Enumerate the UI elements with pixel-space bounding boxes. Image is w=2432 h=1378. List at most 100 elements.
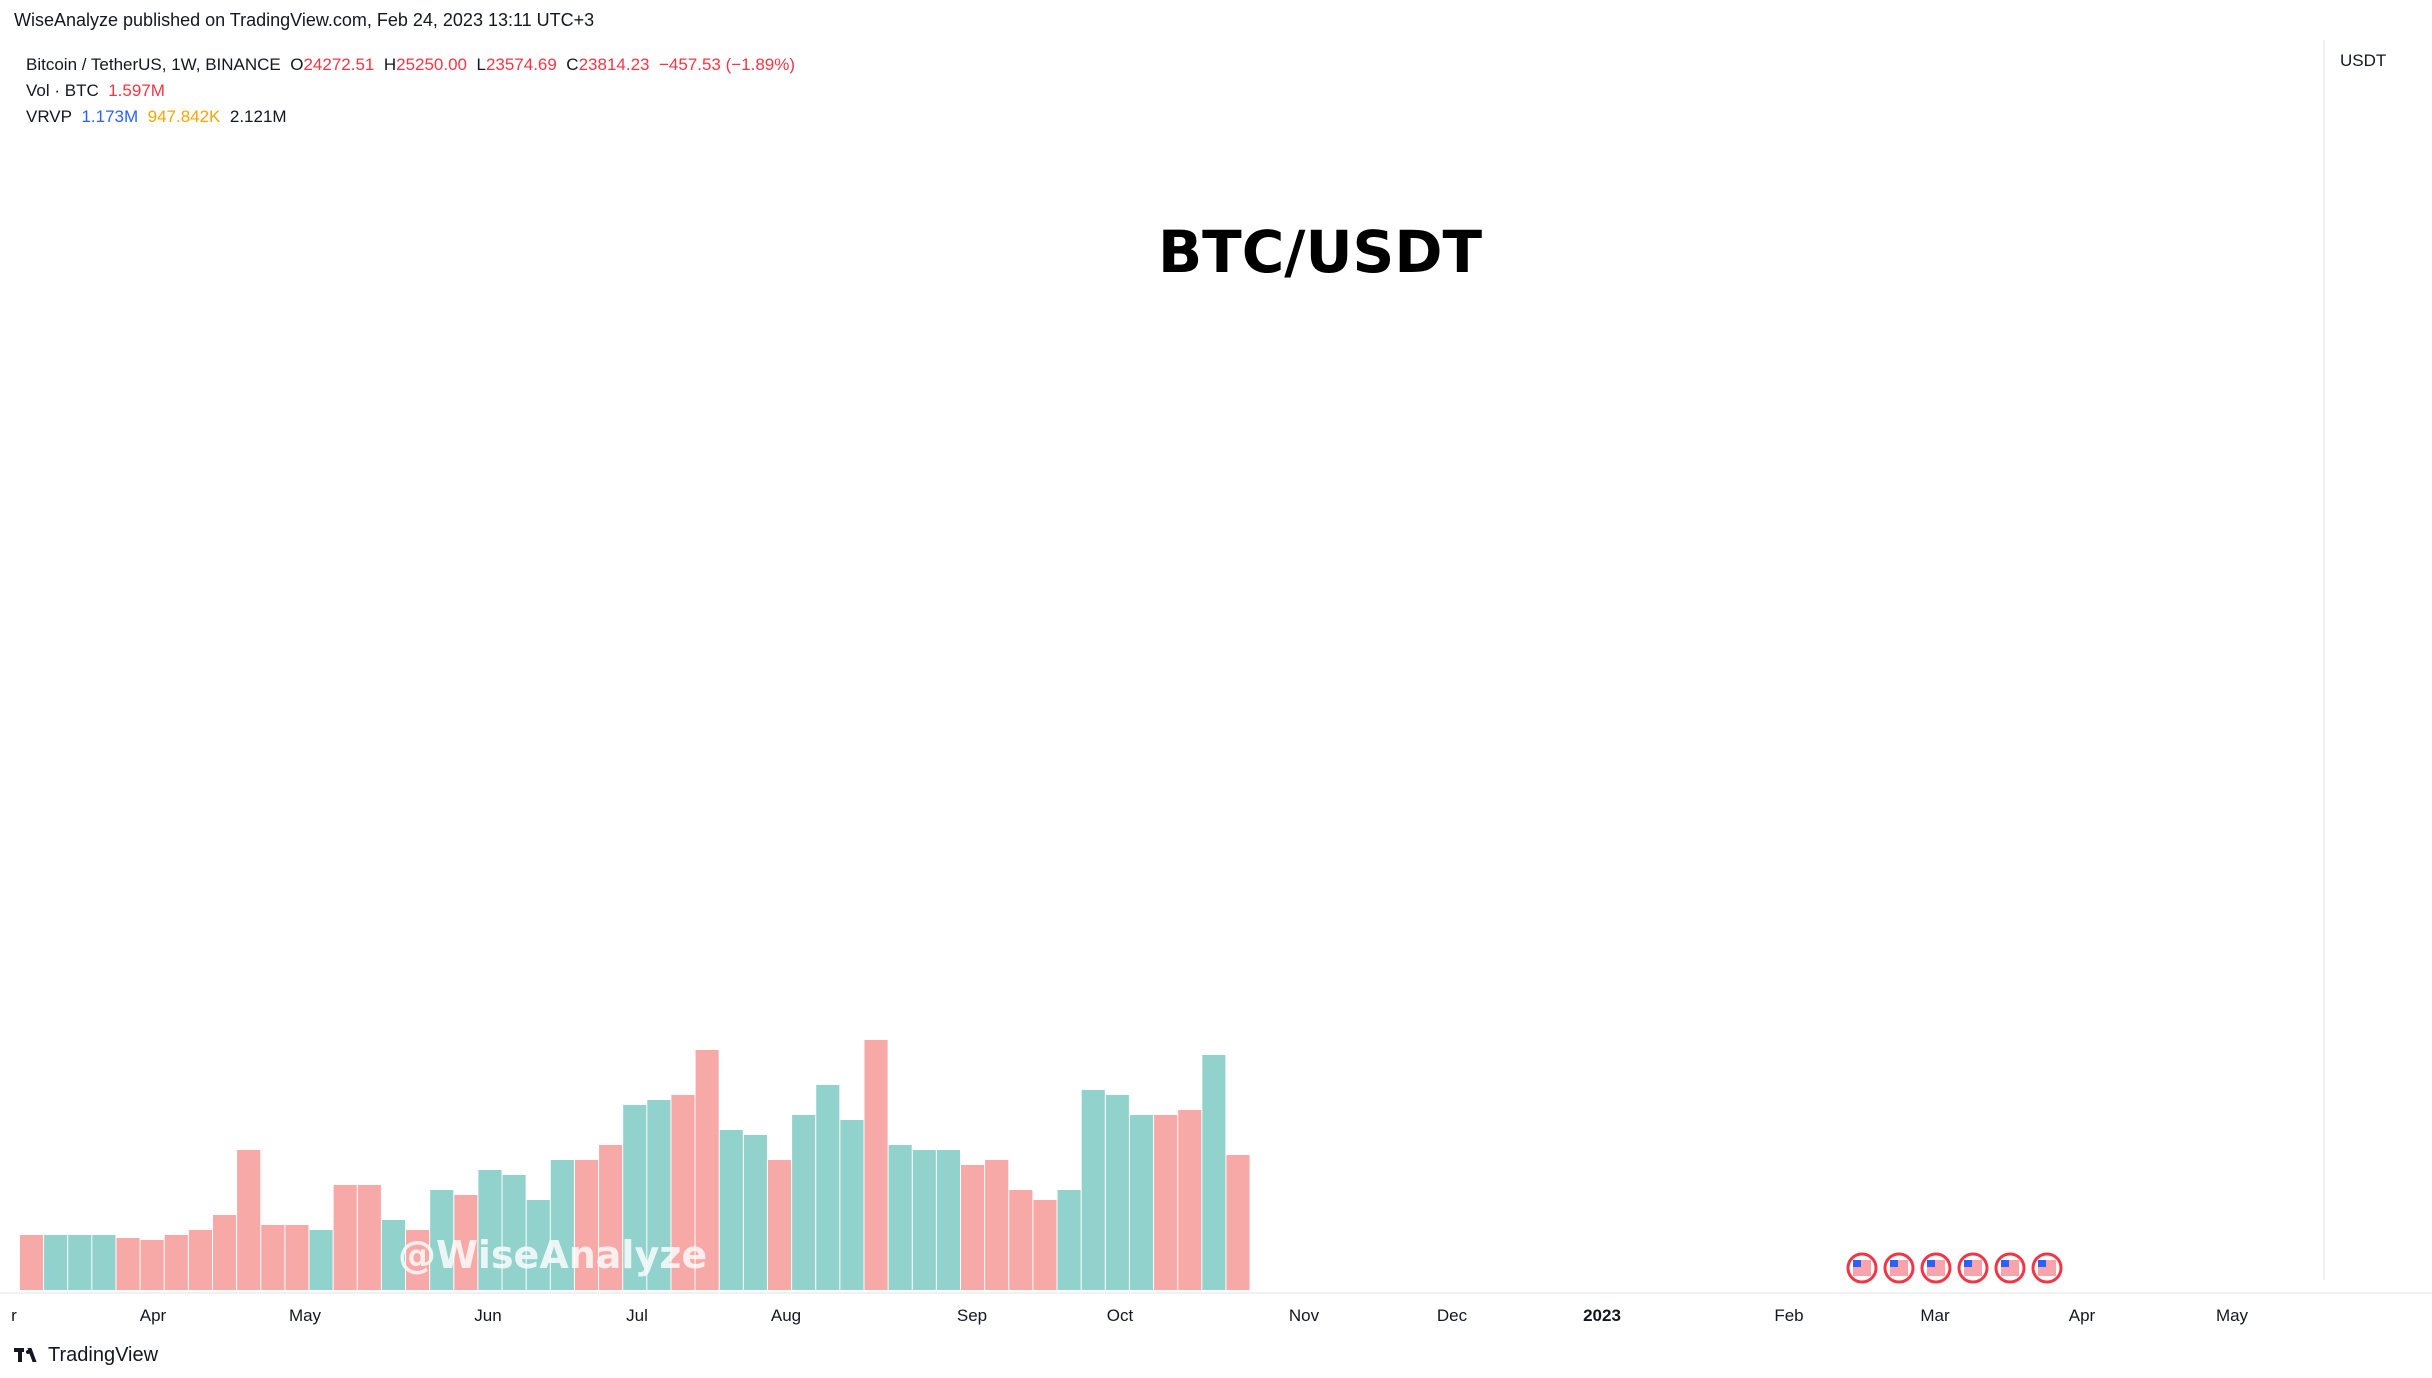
volume-bar <box>816 1085 840 1290</box>
volume-bar <box>381 1220 406 1290</box>
volume-label[interactable]: Vol · BTC <box>26 81 99 100</box>
volume-bar <box>840 1120 864 1290</box>
volume-bar <box>333 1185 357 1290</box>
footer: TradingView <box>0 1330 2432 1378</box>
publication-bar: WiseAnalyze published on TradingView.com… <box>0 0 2432 40</box>
volume-bar <box>671 1095 695 1290</box>
tradingview-logo[interactable]: TradingView <box>14 1344 158 1367</box>
event-flag-canton <box>1927 1260 1935 1267</box>
vrvp-up-value: 1.173M <box>81 107 139 126</box>
legend: Bitcoin / TetherUS, 1W, BINANCE O24272.5… <box>26 52 795 130</box>
currency-label: USDT <box>2340 51 2386 70</box>
close-label: C <box>566 55 579 74</box>
volume-bar <box>1033 1200 1057 1290</box>
volume-bar <box>1226 1155 1250 1290</box>
volume-bar <box>1009 1190 1033 1290</box>
volume-bar <box>936 1150 961 1290</box>
high-label: H <box>383 55 397 74</box>
x-tick-label: May <box>289 1306 322 1325</box>
open-value: 24272.51 <box>303 55 375 74</box>
volume-bar <box>864 1040 888 1290</box>
open-label: O <box>290 55 304 74</box>
x-tick-label: Jul <box>626 1306 648 1325</box>
volume-bar <box>1057 1190 1081 1290</box>
volume-bar <box>188 1230 212 1290</box>
price-chart[interactable]: Target zone for breakoutBullish support … <box>0 40 2432 1330</box>
vrvp-label[interactable]: VRVP <box>26 107 72 126</box>
x-tick-label: Feb <box>1774 1306 1803 1325</box>
x-tick-label: Nov <box>1289 1306 1320 1325</box>
volume-bar <box>985 1160 1009 1290</box>
x-tick-label: Sep <box>957 1306 987 1325</box>
event-flag-canton <box>1853 1260 1861 1267</box>
volume-bar <box>623 1105 647 1290</box>
volume-bar <box>599 1145 623 1290</box>
x-tick-label: Aug <box>771 1306 801 1325</box>
tradingview-brand: TradingView <box>48 1344 159 1366</box>
legend-vrvp-row: VRVP 1.173M 947.842K 2.121M <box>26 104 795 130</box>
volume-bar <box>164 1235 188 1290</box>
volume-bar <box>695 1050 719 1290</box>
volume-bar <box>1081 1090 1105 1290</box>
low-value: 23574.69 <box>485 55 557 74</box>
volume-bar <box>44 1235 68 1290</box>
tradingview-logo-icon <box>14 1347 45 1364</box>
volume-bar <box>478 1170 502 1290</box>
time-axis[interactable]: r Apr May Jun Jul Aug Sep Oct Nov Dec 2023 Feb Mar Ap… <box>0 1292 2432 1325</box>
event-flag-canton <box>1890 1260 1898 1267</box>
volume-bar <box>719 1130 743 1290</box>
volume-bar <box>550 1160 574 1290</box>
x-tick-label: Oct <box>1107 1306 1134 1325</box>
volume-bar <box>212 1215 237 1290</box>
vrvp-down-value: 947.842K <box>147 107 221 126</box>
volume-bar <box>406 1230 430 1290</box>
volume-bar <box>430 1190 454 1290</box>
x-tick-label: Dec <box>1437 1306 1468 1325</box>
watermark: @WiseAnalyze <box>398 1233 707 1277</box>
volume-bar <box>743 1135 767 1290</box>
volume-bar <box>1154 1115 1178 1290</box>
event-flag-canton <box>1964 1260 1972 1267</box>
volume-bar <box>140 1240 164 1290</box>
event-flag-canton <box>2038 1260 2046 1267</box>
price-axis[interactable]: USDT 48000.0044000.0040000.0036000.00340… <box>2323 40 2407 1280</box>
vrvp-total-value: 2.121M <box>229 107 287 126</box>
change-value: −457.53 (−1.89%) <box>658 55 796 74</box>
chart-title: BTC/USDT <box>1158 218 1483 286</box>
x-tick-label: May <box>2216 1306 2249 1325</box>
x-tick-label: 2023 <box>1583 1306 1621 1325</box>
volume-bar <box>285 1225 309 1290</box>
event-flag-canton <box>2001 1260 2009 1267</box>
volume-bar <box>1202 1055 1226 1290</box>
volume-bar <box>357 1185 381 1290</box>
volume-bar <box>1178 1110 1202 1290</box>
volume-bar <box>1129 1115 1154 1290</box>
volume-bar <box>92 1235 116 1290</box>
volume-bar <box>454 1195 478 1290</box>
volume-bar <box>116 1238 140 1290</box>
volume-value: 1.597M <box>108 81 165 100</box>
volume-bar <box>574 1160 599 1290</box>
legend-symbol-row: Bitcoin / TetherUS, 1W, BINANCE O24272.5… <box>26 52 795 78</box>
x-tick-label: Apr <box>2069 1306 2096 1325</box>
volume-bar <box>647 1100 671 1290</box>
volume-bars <box>19 1040 1250 1290</box>
x-tick-label: r <box>11 1306 17 1325</box>
volume-bar <box>792 1115 816 1290</box>
volume-bar <box>526 1200 550 1290</box>
low-label: L <box>476 55 486 74</box>
volume-bar <box>888 1145 912 1290</box>
volume-bar <box>309 1230 333 1290</box>
volume-bar <box>912 1150 936 1290</box>
publication-info: WiseAnalyze published on TradingView.com… <box>14 10 595 30</box>
volume-bar <box>1105 1095 1129 1290</box>
symbol-name[interactable]: Bitcoin / TetherUS, 1W, BINANCE <box>26 55 281 74</box>
volume-bar <box>961 1165 985 1290</box>
volume-bar <box>237 1150 261 1290</box>
event-icons[interactable] <box>1846 1252 2063 1284</box>
close-value: 23814.23 <box>578 55 650 74</box>
volume-bar <box>19 1235 44 1290</box>
x-tick-label: Apr <box>140 1306 167 1325</box>
legend-volume-row: Vol · BTC 1.597M <box>26 78 795 104</box>
volume-bar <box>502 1175 526 1290</box>
